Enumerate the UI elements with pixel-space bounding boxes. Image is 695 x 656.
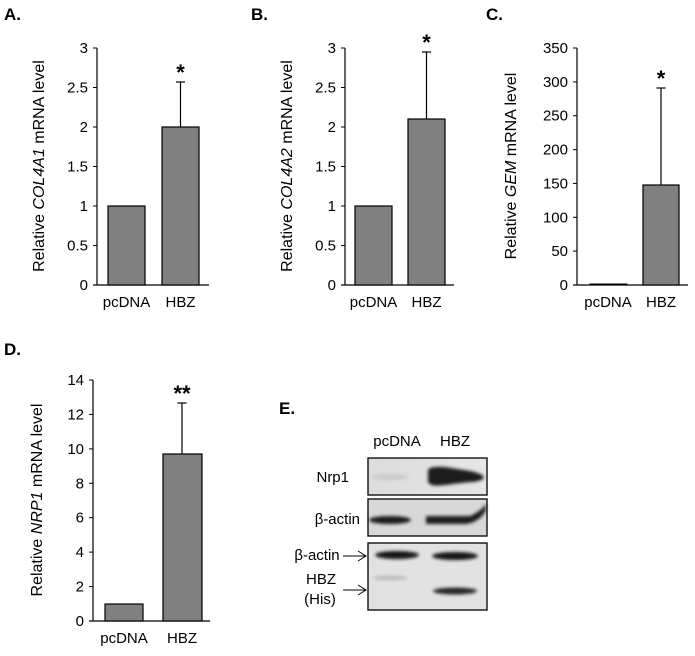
band-beta-actin2-hbz: [432, 552, 478, 560]
x-category-label: HBZ: [646, 294, 676, 311]
arrow-icon: [343, 550, 367, 562]
y-tick-label: 0: [80, 277, 88, 294]
bar-a-hbz: [161, 126, 200, 286]
y-axis-label-d: Relative NRP1 mRNA level: [29, 404, 46, 597]
y-ticks-b: 0 0.5 1 1.5 2 2.5 3: [315, 40, 345, 294]
y-ticks-a: 0 0.5 1 1.5 2 2.5 3: [67, 40, 97, 294]
y-tick-label: 2: [80, 119, 88, 136]
panel-c-label: C.: [486, 5, 503, 24]
band-beta-actin-hbz: [426, 504, 486, 524]
x-category-label: HBZ: [167, 630, 197, 647]
significance-marker-b: *: [422, 30, 431, 55]
bar-b-pcdna: [354, 205, 393, 286]
y-tick-label: 1.5: [315, 159, 336, 176]
y-tick-label: 0: [76, 613, 84, 630]
bar-d-hbz: [162, 453, 203, 622]
lane-label-hbz: HBZ: [440, 433, 470, 450]
panel-e-western-blot: E. pcDNA HBZ Nrp1 β-actin β-actin HBZ (H…: [279, 399, 488, 611]
y-tick-label: 6: [76, 510, 84, 527]
panel-b: B. Relative COL4A2 mRNA level 0 0.5 1 1.…: [251, 5, 454, 311]
y-axis-label-a: Relative COL4A1 mRNA level: [31, 60, 48, 272]
y-tick-label: 0: [560, 277, 568, 294]
blot-row-label-hbz: HBZ: [306, 571, 336, 588]
y-tick-label: 300: [543, 74, 568, 91]
y-tick-label: 0.5: [67, 238, 88, 255]
y-tick-label: 100: [543, 209, 568, 226]
y-tick-label: 250: [543, 108, 568, 125]
blot-row-label-beta-actin: β-actin: [315, 511, 360, 528]
bar-c-hbz: [642, 184, 680, 286]
lane-label-pcdna: pcDNA: [373, 433, 421, 450]
y-ticks-c: 0 50 100 150 200 250 300 350: [543, 40, 577, 294]
y-tick-label: 350: [543, 40, 568, 57]
bar-d-pcdna: [104, 603, 144, 622]
y-tick-label: 2.5: [315, 80, 336, 97]
significance-marker-a: *: [176, 60, 185, 85]
arrow-icon: [343, 584, 367, 596]
x-category-label: pcDNA: [350, 294, 398, 311]
band-beta-actin2-pcdna: [375, 551, 419, 559]
bar-a-pcdna: [107, 205, 146, 286]
y-tick-label: 3: [80, 40, 88, 57]
y-tick-label: 1: [328, 198, 336, 215]
panel-a-label: A.: [4, 5, 21, 24]
y-tick-label: 2: [328, 119, 336, 136]
y-tick-label: 2.5: [67, 80, 88, 97]
band-nrp1-hbz: [428, 466, 484, 486]
y-tick-label: 0.5: [315, 238, 336, 255]
y-tick-label: 50: [551, 243, 568, 260]
significance-marker-d: **: [173, 381, 191, 406]
y-tick-label: 1.5: [67, 159, 88, 176]
band-beta-actin-pcdna: [369, 516, 411, 524]
y-tick-label: 14: [67, 372, 84, 389]
band-nonspecific-pcdna: [373, 575, 407, 581]
y-tick-label: 4: [76, 544, 84, 561]
y-axis-label-c: Relative GEM mRNA level: [503, 73, 520, 260]
y-ticks-d: 0 2 4 6 8 10 12 14: [67, 372, 93, 630]
y-tick-label: 200: [543, 142, 568, 159]
x-category-label: pcDNA: [100, 630, 148, 647]
x-category-label: HBZ: [412, 294, 442, 311]
panel-b-label: B.: [251, 5, 268, 24]
significance-marker-c: *: [657, 66, 666, 91]
panel-d-label: D.: [4, 340, 21, 359]
blot-row-label-his: (His): [304, 591, 336, 608]
bar-c-pcdna: [589, 283, 628, 286]
panel-e-label: E.: [279, 399, 295, 418]
y-tick-label: 150: [543, 175, 568, 192]
y-tick-label: 12: [67, 406, 84, 423]
panel-c: C. Relative GEM mRNA level 0 50 100 150 …: [486, 5, 688, 311]
y-tick-label: 3: [328, 40, 336, 57]
blot-row-label-beta-actin-2: β-actin: [294, 547, 339, 564]
band-hbz-his: [433, 587, 477, 595]
y-tick-label: 8: [76, 475, 84, 492]
y-tick-label: 0: [328, 277, 336, 294]
bar-b-hbz: [407, 118, 446, 286]
x-category-label: pcDNA: [103, 294, 151, 311]
panel-a: A. Relative COL4A1 mRNA level 0 0.5 1 1.…: [4, 5, 209, 311]
blot-row-label-nrp1: Nrp1: [316, 469, 349, 486]
y-axis-label-b: Relative COL4A2 mRNA level: [279, 60, 296, 272]
y-tick-label: 10: [67, 441, 84, 458]
x-category-label: pcDNA: [584, 294, 632, 311]
band-nrp1-pcdna: [372, 474, 408, 480]
x-category-label: HBZ: [166, 294, 196, 311]
y-tick-label: 1: [80, 198, 88, 215]
panel-d: D. Relative NRP1 mRNA level 0 2 4 6 8 10…: [4, 340, 210, 647]
y-tick-label: 2: [76, 579, 84, 596]
